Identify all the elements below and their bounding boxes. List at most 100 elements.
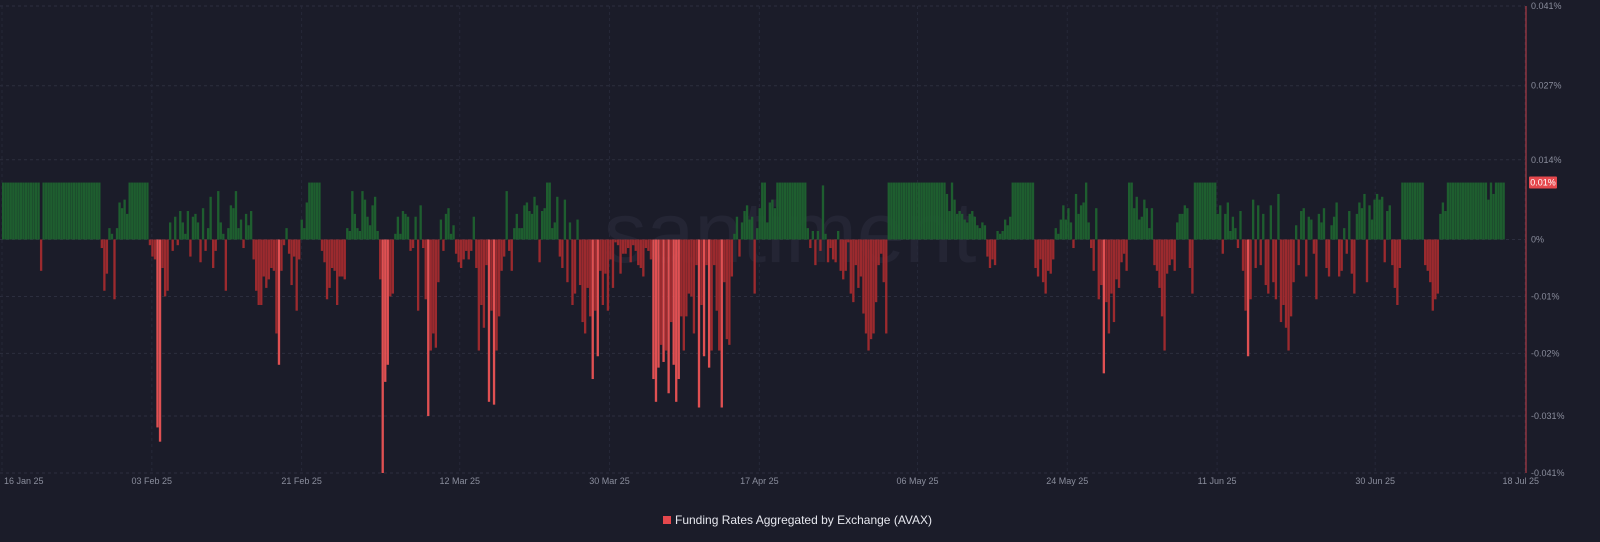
funding-rate-bar <box>1034 239 1037 268</box>
funding-rate-bar <box>917 182 921 240</box>
funding-rate-bar <box>1401 182 1404 240</box>
funding-rate-bar <box>201 208 205 240</box>
funding-rate-bar <box>325 239 329 300</box>
funding-rate-bar <box>988 239 992 268</box>
funding-rate-bar <box>619 239 622 274</box>
funding-rate-bar <box>659 239 663 345</box>
funding-rate-bar <box>895 182 898 240</box>
funding-rate-bar <box>439 219 443 240</box>
funding-rate-bar <box>146 182 149 240</box>
funding-rate-bar <box>429 239 432 351</box>
funding-rate-bar <box>1074 193 1078 240</box>
funding-rate-bar <box>945 193 949 240</box>
funding-rate-bar <box>1368 205 1371 240</box>
funding-rate-bar <box>1332 216 1336 240</box>
funding-rate-bar <box>578 239 582 286</box>
funding-rate-bar <box>1001 230 1004 240</box>
funding-rate-bar <box>234 191 238 240</box>
funding-rate-bar <box>1100 239 1103 286</box>
funding-rate-bar <box>1160 239 1164 317</box>
funding-rate-bar <box>745 205 749 240</box>
funding-rate-bar <box>571 239 574 305</box>
funding-rate-bar <box>249 211 253 240</box>
funding-rate-bar <box>156 239 159 428</box>
funding-rate-bar <box>495 239 498 351</box>
funding-rate-bar <box>1267 239 1270 294</box>
funding-rate-bar <box>763 182 766 240</box>
funding-rate-bar <box>877 239 880 266</box>
funding-rate-bar <box>634 239 637 251</box>
funding-rate-bar <box>586 239 589 288</box>
funding-rate-bar <box>839 239 842 271</box>
funding-rate-bar <box>389 239 392 297</box>
funding-rate-bar <box>485 239 488 266</box>
funding-rate-bar <box>318 182 321 240</box>
funding-rate-bar <box>1297 239 1300 266</box>
funding-rate-bar <box>267 239 271 280</box>
funding-rate-bar <box>809 239 812 249</box>
x-tick-label: 17 Apr 25 <box>740 476 779 486</box>
funding-rate-bar <box>614 239 617 243</box>
funding-rate-bar <box>1322 208 1326 240</box>
funding-rate-bar <box>786 182 789 240</box>
funding-rate-bar <box>1044 239 1047 294</box>
legend[interactable]: Funding Rates Aggregated by Exchange (AV… <box>663 513 932 527</box>
funding-rate-bar <box>814 239 817 266</box>
funding-rate-bar <box>1479 182 1483 240</box>
funding-rate-bar <box>1264 239 1267 286</box>
funding-rate-bar <box>1130 182 1133 240</box>
funding-rate-bar <box>303 228 306 240</box>
funding-rate-bar <box>1102 239 1106 374</box>
funding-rate-bar <box>123 199 126 240</box>
funding-rate-bar <box>897 182 901 240</box>
funding-rate-bar <box>1181 213 1184 240</box>
funding-rate-bar <box>282 239 286 246</box>
funding-rate-bar <box>887 182 890 240</box>
funding-rate-bar <box>697 239 701 408</box>
funding-rate-bar <box>434 239 438 348</box>
funding-rate-bar <box>237 228 240 240</box>
x-tick-label: 11 Jun 25 <box>1198 476 1237 486</box>
funding-rate-bar <box>599 239 602 271</box>
funding-rate-bar <box>1140 216 1143 240</box>
funding-rate-bar <box>892 182 895 240</box>
funding-rate-bar <box>1396 239 1399 305</box>
funding-rate-bar <box>632 239 635 246</box>
funding-rate-bar <box>72 182 76 240</box>
funding-rate-bar <box>1269 205 1273 240</box>
funding-rate-bar <box>252 239 255 260</box>
funding-rate-bar <box>1009 216 1012 240</box>
funding-rate-bar <box>1274 239 1278 300</box>
funding-rate-bar <box>1441 202 1445 240</box>
funding-rate-bar <box>90 182 93 240</box>
funding-rate-bar <box>1403 182 1407 240</box>
funding-rate-bar <box>1090 239 1093 249</box>
funding-rate-bar <box>806 228 809 240</box>
funding-rate-bar <box>912 182 916 240</box>
y-tick-label: -0.041% <box>1531 468 1565 478</box>
funding-rate-bar <box>748 219 751 240</box>
funding-rate-bar <box>1122 239 1126 254</box>
funding-rate-bar <box>642 239 645 277</box>
funding-rate-bar <box>320 239 324 251</box>
funding-rate-bar <box>206 228 210 240</box>
funding-rate-bar <box>1234 228 1237 240</box>
funding-rate-bar <box>255 239 258 291</box>
funding-rate-bar <box>695 239 698 266</box>
funding-rate-bar <box>1049 239 1052 274</box>
funding-rate-bar <box>1365 239 1369 283</box>
x-tick-label: 30 Jun 25 <box>1355 476 1395 486</box>
funding-rate-bar <box>1499 182 1503 240</box>
funding-rate-bar <box>295 239 298 311</box>
funding-rate-bar <box>1348 211 1351 240</box>
funding-rate-bar <box>260 239 263 305</box>
y-tick-label: -0.02% <box>1531 348 1560 358</box>
funding-rate-bar <box>1325 239 1328 268</box>
funding-rate-bar <box>753 239 756 294</box>
funding-rate-bar <box>788 182 792 240</box>
funding-rate-bar <box>677 239 680 380</box>
funding-rate-bar <box>158 239 162 442</box>
funding-rate-bar <box>305 202 308 240</box>
funding-rate-bar <box>758 208 761 240</box>
funding-rate-bar <box>528 211 531 240</box>
